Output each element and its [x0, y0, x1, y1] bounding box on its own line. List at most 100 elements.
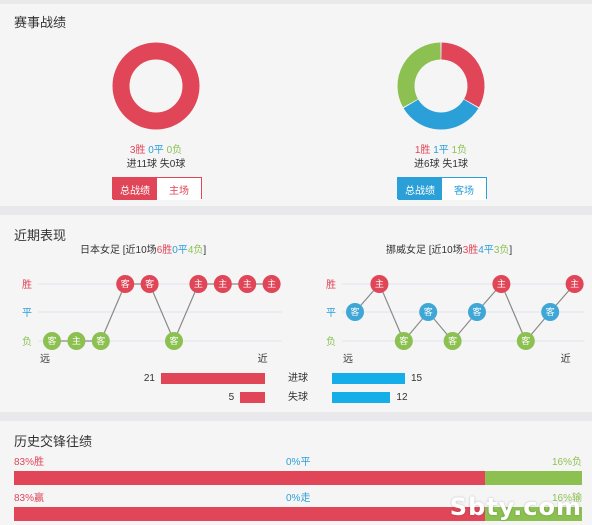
- right-goals-summary: 进6球 失1球: [414, 159, 468, 170]
- history-row2-draw-label: 0%走: [286, 493, 311, 504]
- record-section-title: 赛事战绩: [14, 15, 67, 30]
- svg-text:主: 主: [218, 278, 227, 289]
- left-match-node[interactable]: 主: [189, 275, 208, 293]
- hist1-win-segment: [14, 471, 486, 485]
- left-match-node[interactable]: 主: [238, 275, 257, 293]
- history-row2-bar: [14, 507, 582, 521]
- left-match-node[interactable]: 主: [262, 275, 281, 293]
- recent-section-title: 近期表现: [14, 228, 67, 243]
- left-match-node[interactable]: 客: [165, 332, 183, 350]
- right-donut-draw-slice: [403, 99, 479, 130]
- svg-text:主: 主: [497, 278, 506, 289]
- right-goals-for-bar: [332, 373, 405, 384]
- history-section-title: 历史交锋往绩: [14, 434, 93, 449]
- left-record-donut: [112, 42, 200, 130]
- right-record-summary: 1胜 1平 1负: [385, 145, 497, 157]
- hist2-win-segment: [14, 507, 486, 521]
- left-far-label: 远: [40, 353, 50, 365]
- right-recent-header: 挪威女足 [近10场3胜4平3负]: [386, 245, 513, 256]
- right-match-node[interactable]: 客: [516, 332, 535, 350]
- svg-text:主: 主: [570, 278, 579, 289]
- svg-text:主: 主: [194, 278, 203, 289]
- right-far-label: 远: [343, 353, 353, 365]
- left-record-tabs: 总战绩 主场: [112, 177, 202, 200]
- right-match-node[interactable]: 主: [565, 275, 584, 293]
- svg-text:客: 客: [350, 306, 359, 317]
- svg-text:主: 主: [72, 335, 81, 346]
- svg-text:客: 客: [47, 335, 56, 346]
- left-axis-W: 胜: [22, 279, 32, 291]
- left-win-count: 3胜: [129, 145, 146, 156]
- goals-for-label: 进球: [288, 373, 308, 384]
- left-match-node[interactable]: 客: [91, 332, 110, 350]
- svg-text:主: 主: [267, 278, 276, 289]
- left-match-node[interactable]: 主: [213, 275, 232, 293]
- history-row2-win-label: 83%赢: [14, 493, 45, 504]
- left-match-node[interactable]: 客: [43, 332, 61, 350]
- left-axis-D: 平: [22, 308, 32, 319]
- right-match-node[interactable]: 客: [419, 303, 438, 321]
- record-panel: 赛事战绩 3胜 0平 0负 进11球 失0球 总战绩 主场 1胜 1平 1负 进…: [0, 4, 592, 206]
- right-axis-W: 胜: [326, 279, 336, 291]
- left-record-summary: 3胜 0平 0负: [100, 145, 212, 157]
- left-goals-against-value: 5: [228, 392, 235, 403]
- right-match-node[interactable]: 主: [492, 275, 511, 293]
- hist2-loss-segment: [485, 507, 582, 521]
- right-donut-loss-slice: [397, 42, 442, 108]
- watermark-logo: Sbty.com: [449, 493, 582, 521]
- right-record-donut: [397, 42, 485, 130]
- right-goals-against-bar: [332, 392, 391, 403]
- left-tab-home[interactable]: 主场: [157, 178, 201, 200]
- right-match-node[interactable]: 客: [394, 332, 413, 350]
- left-form-chart: 胜平负远 近客主客客 客客主主主主: [22, 275, 282, 365]
- left-tab-total[interactable]: 总战绩: [113, 178, 157, 200]
- left-form-line: [52, 283, 272, 343]
- left-match-node[interactable]: 客: [140, 275, 159, 293]
- svg-text:客: 客: [96, 335, 105, 346]
- right-match-node[interactable]: 客: [541, 303, 560, 321]
- left-match-node[interactable]: 主: [67, 332, 86, 350]
- right-tab-total[interactable]: 总战绩: [398, 178, 442, 200]
- right-match-node[interactable]: 主: [370, 275, 389, 293]
- svg-text:客: 客: [472, 306, 481, 317]
- left-recent-header: 日本女足 [近10场6胜0平4负]: [80, 245, 207, 256]
- right-draw-count: 1平: [433, 145, 449, 156]
- right-form-line: [354, 282, 576, 343]
- right-axis-D: 平: [326, 308, 336, 319]
- history-row1-win-label: 83%胜: [14, 457, 45, 468]
- left-draw-count: 0平: [148, 145, 164, 156]
- history-row1-loss-label: 16%负: [551, 457, 582, 468]
- right-donut-win-slice: [440, 42, 485, 108]
- left-goals-for-bar: [161, 373, 265, 384]
- right-match-node[interactable]: 客: [443, 332, 462, 350]
- right-axis-L: 负: [326, 335, 336, 348]
- history-panel: 历史交锋往绩 83%胜 0%平 16%负 83%赢 0%走 16%输 Sbty.…: [0, 421, 592, 525]
- left-match-node[interactable]: 客: [116, 275, 135, 293]
- right-goals-against-value: 12: [396, 392, 408, 403]
- svg-text:客: 客: [546, 306, 555, 317]
- history-row2-loss-label: 16%输: [551, 493, 582, 504]
- svg-text:客: 客: [145, 278, 154, 289]
- right-goals-for-value: 15: [411, 373, 423, 384]
- left-axis-L: 负: [22, 335, 32, 348]
- goals-against-label: 失球: [288, 392, 308, 403]
- svg-text:主: 主: [243, 278, 252, 289]
- left-near-label: 近: [258, 352, 268, 365]
- left-goals-summary: 进11球 失0球: [126, 159, 186, 170]
- svg-text:客: 客: [169, 335, 178, 346]
- hist1-loss-segment: [485, 471, 582, 485]
- right-match-node[interactable]: 客: [468, 303, 486, 321]
- right-record-tabs: 总战绩 客场: [397, 177, 487, 200]
- svg-text:客: 客: [399, 335, 408, 346]
- right-near-label: 近: [561, 352, 571, 365]
- svg-text:客: 客: [521, 335, 530, 346]
- history-row1-draw-label: 0%平: [286, 457, 311, 468]
- right-tab-away[interactable]: 客场: [442, 178, 486, 200]
- svg-text:主: 主: [375, 278, 384, 289]
- svg-text:客: 客: [424, 306, 433, 317]
- svg-text:客: 客: [448, 335, 457, 346]
- right-loss-count: 1负: [451, 145, 468, 156]
- left-goals-for-value: 21: [143, 373, 155, 384]
- svg-text:客: 客: [121, 278, 130, 289]
- right-match-node[interactable]: 客: [346, 303, 364, 321]
